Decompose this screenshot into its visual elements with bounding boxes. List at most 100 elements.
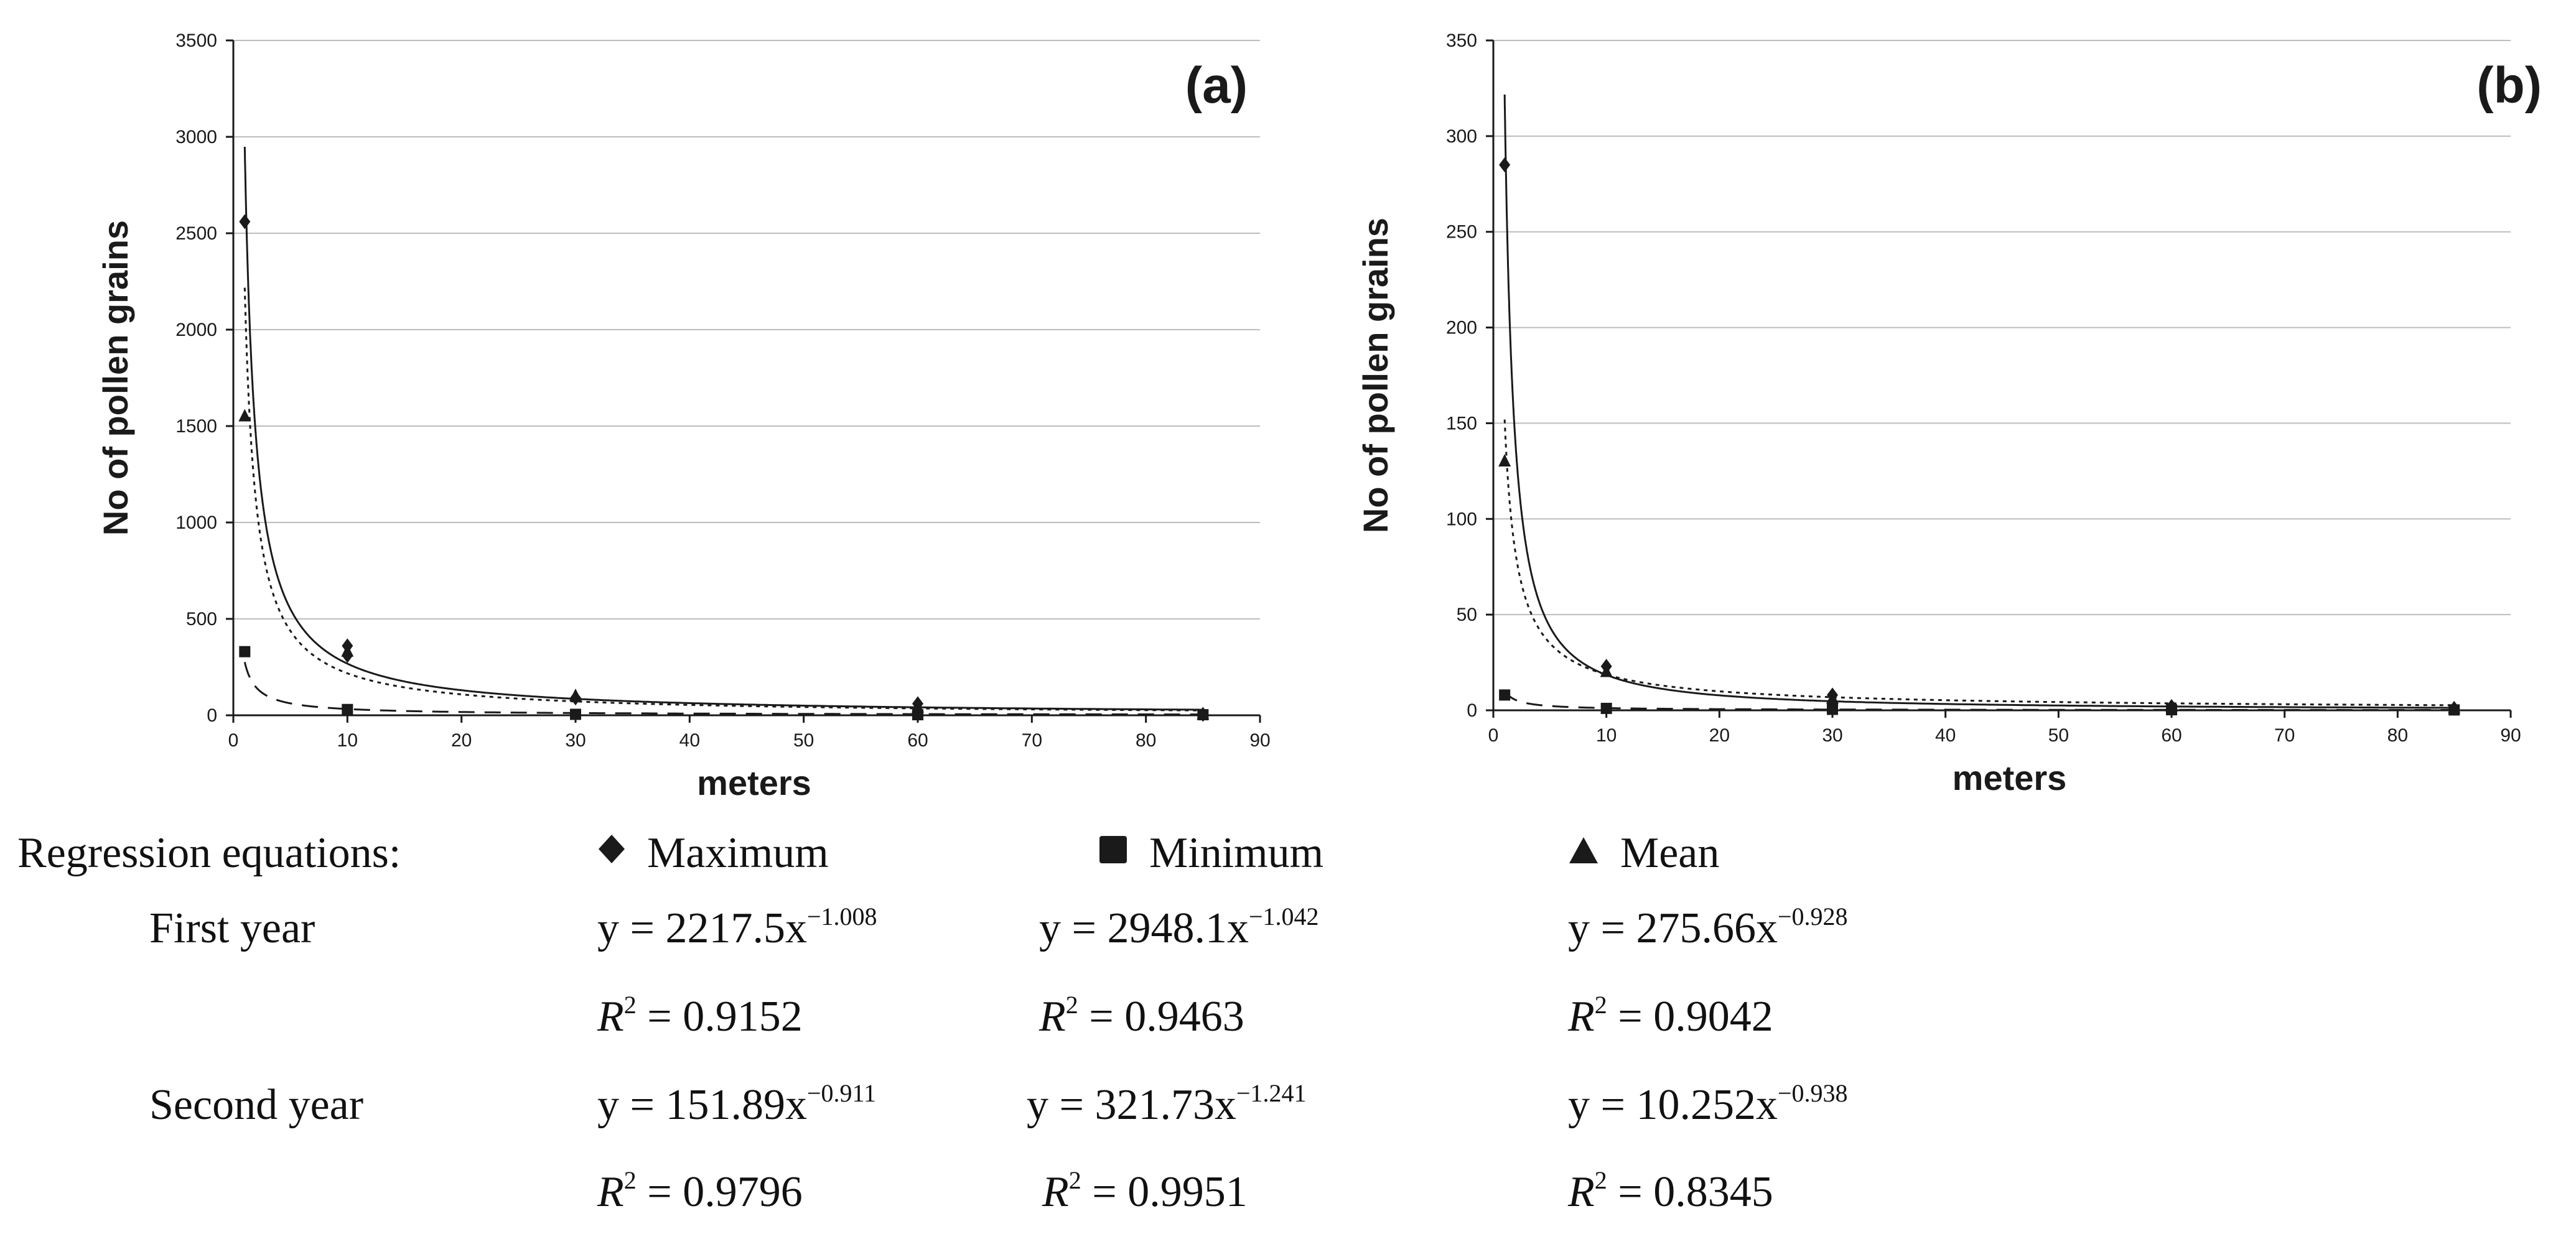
- equation-exponent: −1.008: [806, 903, 877, 930]
- point-minimum: [1827, 703, 1838, 715]
- r2-second-year-maximum: R2 = 0.9796: [597, 1168, 803, 1216]
- square-icon: [1099, 836, 1127, 863]
- x-tick-label: 70: [2274, 725, 2295, 746]
- y-tick-label: 500: [186, 609, 217, 629]
- point-minimum: [342, 703, 353, 715]
- equation-second-year-minimum: y = 321.73x−1.241: [1027, 1081, 1307, 1129]
- y-tick-label: 1500: [175, 416, 217, 437]
- r2-first-year-mean: R2 = 0.9042: [1568, 993, 1773, 1041]
- row-label-second-year: Second year: [149, 1081, 364, 1129]
- x-tick-label: 10: [1596, 725, 1617, 746]
- x-tick-label: 10: [337, 730, 358, 751]
- y-tick-label: 150: [1446, 413, 1477, 434]
- y-tick-label: 2500: [175, 223, 217, 244]
- r2-exponent: 2: [1065, 991, 1078, 1019]
- r2-exponent: 2: [623, 1166, 637, 1194]
- x-tick-label: 80: [1136, 730, 1156, 751]
- r2-label: R2: [597, 993, 637, 1041]
- x-tick-label: 0: [228, 730, 239, 751]
- y-tick-label: 250: [1446, 222, 1477, 243]
- x-tick-label: 60: [907, 730, 928, 751]
- y-tick-label: 0: [1467, 700, 1477, 721]
- point-minimum: [1600, 702, 1612, 714]
- trendline-maximum: [243, 147, 1203, 711]
- equation-base: y = 275.66x: [1568, 904, 1778, 952]
- x-tick-label: 90: [2500, 725, 2521, 746]
- r2-label: R2: [1042, 1168, 1081, 1216]
- x-tick-label: 50: [2048, 725, 2069, 746]
- panel-label: (a): [1185, 57, 1248, 114]
- legend-header-label: Maximum: [647, 829, 829, 877]
- r2-symbol: R: [1042, 1168, 1069, 1216]
- x-axis-title: meters: [1953, 758, 2067, 797]
- legend-header-mean: Mean: [1568, 832, 1719, 875]
- triangle-icon: [1569, 837, 1598, 863]
- equation-base: y = 321.73x: [1027, 1081, 1236, 1129]
- legend-title: Regression equations:: [17, 829, 401, 877]
- y-tick-label: 3000: [175, 127, 217, 147]
- y-tick-label: 200: [1446, 318, 1477, 338]
- equation-first-year-minimum: y = 2948.1x−1.042: [1039, 904, 1319, 950]
- point-mean: [1197, 707, 1210, 720]
- r2-value: = 0.9796: [647, 1168, 803, 1216]
- equation-exponent: −0.928: [1777, 903, 1848, 930]
- r2-value: = 0.9463: [1089, 993, 1244, 1041]
- legend-header-minimum: Minimum: [1098, 832, 1323, 875]
- point-mean: [2165, 698, 2178, 712]
- point-mean: [1600, 664, 1613, 677]
- x-tick-label: 50: [793, 730, 814, 751]
- r2-value: = 0.9042: [1618, 993, 1773, 1041]
- point-mean: [912, 700, 924, 713]
- point-maximum: [1499, 157, 1511, 173]
- point-minimum: [239, 646, 251, 657]
- equation-exponent: −1.241: [1236, 1079, 1307, 1107]
- equation-second-year-mean: y = 10.252x−0.938: [1568, 1081, 1848, 1127]
- regression-legend: Regression equations: Maximum Minimum Me…: [0, 802, 2576, 1238]
- r2-exponent: 2: [623, 991, 637, 1019]
- r2-value: = 0.9152: [647, 993, 803, 1041]
- chart-panel-b: 0 50 100 150 200 250 300 350 0 10 20 30 40 50 60 70 80 90…: [1356, 30, 2542, 797]
- y-tick-label: 100: [1446, 509, 1477, 529]
- equation-exponent: −1.042: [1248, 903, 1319, 930]
- point-maximum: [239, 214, 251, 230]
- r2-first-year-minimum: R2 = 0.9463: [1039, 993, 1244, 1041]
- point-mean: [2448, 700, 2461, 713]
- r2-exponent: 2: [1594, 991, 1607, 1019]
- equation-exponent: −0.911: [806, 1079, 877, 1107]
- legend-header-label: Minimum: [1149, 829, 1324, 877]
- r2-first-year-maximum: R2 = 0.9152: [597, 993, 803, 1041]
- point-mean: [569, 689, 582, 701]
- point-mean: [341, 644, 354, 657]
- x-tick-label: 60: [2161, 725, 2182, 746]
- equation-base: y = 2217.5x: [597, 904, 807, 952]
- x-axis-title: meters: [697, 763, 811, 802]
- x-tick-label: 20: [1709, 725, 1730, 746]
- trendline-maximum: [1503, 94, 2455, 709]
- r2-symbol: R: [1568, 993, 1595, 1041]
- r2-symbol: R: [597, 993, 624, 1041]
- y-axis-title: No of pollen grains: [1356, 218, 1395, 533]
- trendline-minimum: [1503, 690, 2455, 711]
- y-tick-label: 50: [1457, 605, 1477, 625]
- y-tick-label: 0: [207, 705, 217, 726]
- x-tick-label: 20: [451, 730, 472, 751]
- r2-symbol: R: [597, 1168, 624, 1216]
- x-tick-label: 40: [1935, 725, 1956, 746]
- diamond-icon: [599, 835, 625, 863]
- x-tick-label: 0: [1488, 725, 1499, 746]
- legend-header-maximum: Maximum: [597, 832, 829, 875]
- equation-first-year-maximum: y = 2217.5x−1.008: [597, 904, 877, 952]
- r2-label: R2: [1568, 993, 1607, 1041]
- point-mean: [1498, 453, 1511, 466]
- r2-label: R2: [1568, 1168, 1607, 1216]
- equation-base: y = 151.89x: [597, 1081, 807, 1129]
- x-tick-label: 40: [679, 730, 700, 751]
- point-minimum: [1499, 689, 1511, 701]
- r2-symbol: R: [1568, 1168, 1595, 1216]
- equation-second-year-maximum: y = 151.89x−0.911: [597, 1081, 876, 1129]
- row-label-first-year: First year: [149, 904, 315, 952]
- r2-symbol: R: [1039, 993, 1066, 1041]
- chart-panel-a: 0 500 1000 1500 2000 2500 3000 3500 0 10 20 30 40 50 6…: [96, 30, 1271, 802]
- y-tick-label: 2000: [175, 320, 217, 340]
